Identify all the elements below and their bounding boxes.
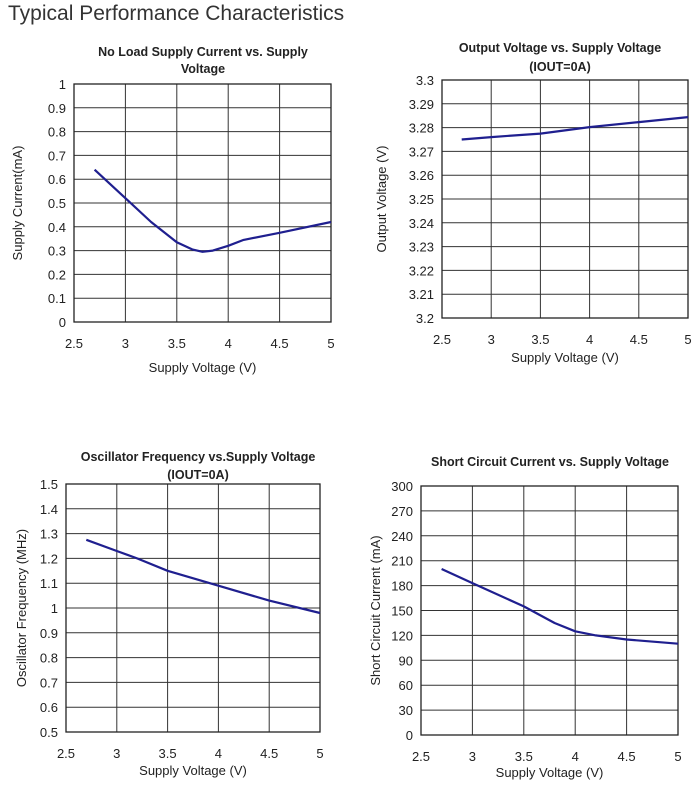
chart-3-ytick-label: 1.5 <box>40 477 58 492</box>
chart-3-ytick-label: 1 <box>51 601 58 616</box>
chart-3-ytick-label: 1.3 <box>40 527 58 542</box>
chart-4-xtick-label: 4.5 <box>618 749 636 764</box>
chart-3-xtick-label: 5 <box>316 746 323 761</box>
chart-2-ytick-label: 3.2 <box>416 311 434 326</box>
chart-3-series-line <box>85 538 321 615</box>
chart-4-ytick-label: 180 <box>391 579 413 594</box>
chart-4-series-line <box>441 567 679 645</box>
chart-4-xtick-label: 3 <box>469 749 476 764</box>
chart-3-ytick-label: 0.7 <box>40 675 58 690</box>
chart-1-xtick-label: 4.5 <box>271 336 289 351</box>
chart-1-ytick-label: 0.7 <box>48 148 66 163</box>
chart-2-title-line: Output Voltage vs. Supply Voltage <box>459 41 661 55</box>
chart-1-x-axis-label: Supply Voltage (V) <box>149 360 257 375</box>
chart-4-ytick-label: 210 <box>391 554 413 569</box>
chart-4-ytick-label: 120 <box>391 628 413 643</box>
chart-3-xtick-label: 4.5 <box>260 746 278 761</box>
chart-3-ytick-label: 1.1 <box>40 576 58 591</box>
chart-1-xtick-label: 3.5 <box>168 336 186 351</box>
chart-2-ytick-label: 3.28 <box>409 121 434 136</box>
chart-2-xtick-label: 5 <box>684 332 691 347</box>
chart-4-x-axis-label: Supply Voltage (V) <box>496 765 604 780</box>
chart-4-title-line: Short Circuit Current vs. Supply Voltage <box>431 455 669 469</box>
chart-1-ytick-label: 0.9 <box>48 101 66 116</box>
chart-3-xtick-label: 4 <box>215 746 222 761</box>
chart-4-xtick-label: 4 <box>572 749 579 764</box>
chart-2-ytick-label: 3.21 <box>409 287 434 302</box>
chart-3-ytick-label: 0.6 <box>40 700 58 715</box>
chart-1-title-line: No Load Supply Current vs. Supply <box>98 45 308 59</box>
chart-2-ytick-label: 3.26 <box>409 168 434 183</box>
chart-1-plot-frame <box>73 83 332 323</box>
chart-3-plot-frame <box>65 483 321 733</box>
chart-1-y-axis-label: Supply Current(mA) <box>10 146 25 261</box>
chart-3-title-line: Oscillator Frequency vs.Supply Voltage <box>81 450 316 464</box>
chart-2-y-axis-label: Output Voltage (V) <box>374 146 389 253</box>
chart-4-ytick-label: 150 <box>391 604 413 619</box>
chart-3-ytick-label: 0.5 <box>40 725 58 740</box>
chart-1-ytick-label: 0.1 <box>48 291 66 306</box>
chart-3-ytick-label: 0.9 <box>40 626 58 641</box>
chart-1-xtick-label: 4 <box>225 336 232 351</box>
chart-1-ytick-label: 0.3 <box>48 244 66 259</box>
chart-4-xtick-label: 3.5 <box>515 749 533 764</box>
chart-4-xtick-label: 2.5 <box>412 749 430 764</box>
chart-1-ytick-label: 0.2 <box>48 267 66 282</box>
chart-4-ytick-label: 270 <box>391 504 413 519</box>
chart-2-x-axis-label: Supply Voltage (V) <box>511 350 619 365</box>
chart-1-ytick-label: 0.6 <box>48 172 66 187</box>
chart-1-ytick-label: 0 <box>59 315 66 330</box>
chart-3-ytick-label: 1.4 <box>40 502 58 517</box>
chart-3-xtick-label: 2.5 <box>57 746 75 761</box>
chart-2-ytick-label: 3.22 <box>409 263 434 278</box>
chart-4-ytick-label: 90 <box>399 653 413 668</box>
chart-1-xtick-label: 5 <box>327 336 334 351</box>
chart-4-ytick-label: 60 <box>399 678 413 693</box>
chart-2-xtick-label: 3 <box>488 332 495 347</box>
chart-3-xtick-label: 3 <box>113 746 120 761</box>
chart-3-xtick-label: 3.5 <box>159 746 177 761</box>
chart-2-xtick-label: 4 <box>586 332 593 347</box>
page-title: Typical Performance Characteristics <box>8 2 345 25</box>
chart-2-ytick-label: 3.27 <box>409 144 434 159</box>
chart-2-series-line <box>461 116 689 141</box>
chart-2-xtick-label: 4.5 <box>630 332 648 347</box>
chart-1-ytick-label: 0.8 <box>48 125 66 140</box>
chart-3-ytick-label: 1.2 <box>40 551 58 566</box>
chart-1-ytick-label: 0.4 <box>48 220 66 235</box>
chart-2-xtick-label: 3.5 <box>531 332 549 347</box>
chart-3-x-axis-label: Supply Voltage (V) <box>139 763 247 778</box>
chart-2-ytick-label: 3.25 <box>409 192 434 207</box>
chart-4-ytick-label: 240 <box>391 529 413 544</box>
chart-2-title-line: (IOUT=0A) <box>529 60 590 74</box>
chart-1-title-line: Voltage <box>181 62 225 76</box>
chart-4-y-axis-label: Short Circuit Current (mA) <box>368 535 383 685</box>
chart-3-ytick-label: 0.8 <box>40 651 58 666</box>
chart-4-xtick-label: 5 <box>674 749 681 764</box>
chart-2-ytick-label: 3.3 <box>416 73 434 88</box>
chart-4-ytick-label: 30 <box>399 703 413 718</box>
chart-3-y-axis-label: Oscillator Frequency (MHz) <box>14 529 29 687</box>
chart-2-ytick-label: 3.24 <box>409 216 434 231</box>
chart-1-xtick-label: 2.5 <box>65 336 83 351</box>
chart-2-ytick-label: 3.29 <box>409 97 434 112</box>
chart-1-ytick-label: 1 <box>59 77 66 92</box>
chart-4-ytick-label: 0 <box>406 728 413 743</box>
chart-2-plot-frame <box>441 79 689 319</box>
chart-3-title-line: (IOUT=0A) <box>167 468 228 482</box>
chart-1-xtick-label: 3 <box>122 336 129 351</box>
chart-1-series-line <box>93 168 332 253</box>
chart-2-xtick-label: 2.5 <box>433 332 451 347</box>
chart-1-ytick-label: 0.5 <box>48 196 66 211</box>
chart-2-ytick-label: 3.23 <box>409 240 434 255</box>
chart-4-ytick-label: 300 <box>391 479 413 494</box>
chart-4-plot-frame <box>420 485 679 736</box>
